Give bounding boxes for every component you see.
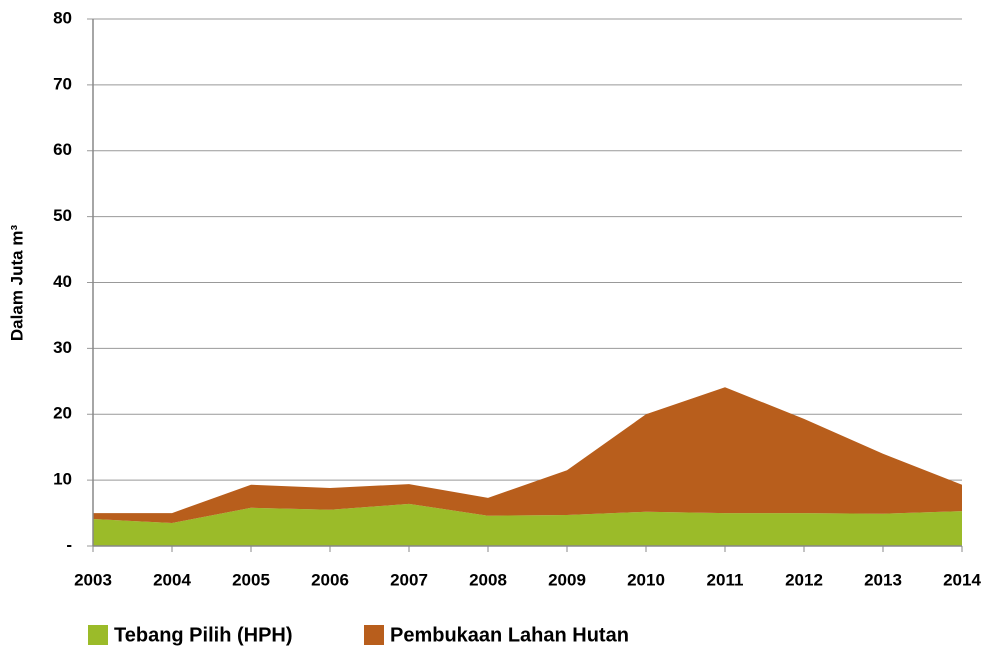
y-tick-label: 40 — [53, 272, 72, 291]
legend-label: Tebang Pilih (HPH) — [114, 624, 293, 646]
x-tick-label: 2005 — [232, 570, 270, 589]
x-tick-label: 2014 — [943, 570, 981, 589]
y-tick-label: - — [66, 535, 72, 554]
x-tick-label: 2006 — [311, 570, 349, 589]
y-tick-label: 80 — [53, 8, 72, 27]
x-tick-label: 2007 — [390, 570, 428, 589]
y-tick-label: 10 — [53, 470, 72, 489]
x-tick-label: 2009 — [548, 570, 586, 589]
x-tick-label: 2011 — [707, 570, 744, 589]
y-tick-label: 70 — [53, 74, 72, 93]
y-axis-label: Dalam Juta m³ — [7, 225, 26, 342]
x-tick-label: 2008 — [469, 570, 507, 589]
legend-swatch — [364, 625, 384, 645]
y-tick-label: 50 — [53, 206, 72, 225]
legend-label: Pembukaan Lahan Hutan — [390, 624, 629, 646]
x-tick-label: 2013 — [864, 570, 902, 589]
x-tick-label: 2003 — [74, 570, 112, 589]
area — [93, 387, 962, 523]
legend-swatch — [88, 625, 108, 645]
y-tick-label: 30 — [53, 338, 72, 357]
x-tick-label: 2010 — [627, 570, 665, 589]
x-tick-label: 2004 — [153, 570, 191, 589]
y-tick-label: 20 — [53, 404, 72, 423]
x-tick-label: 2012 — [785, 570, 823, 589]
y-tick-label: 60 — [53, 140, 72, 159]
area — [93, 503, 962, 546]
